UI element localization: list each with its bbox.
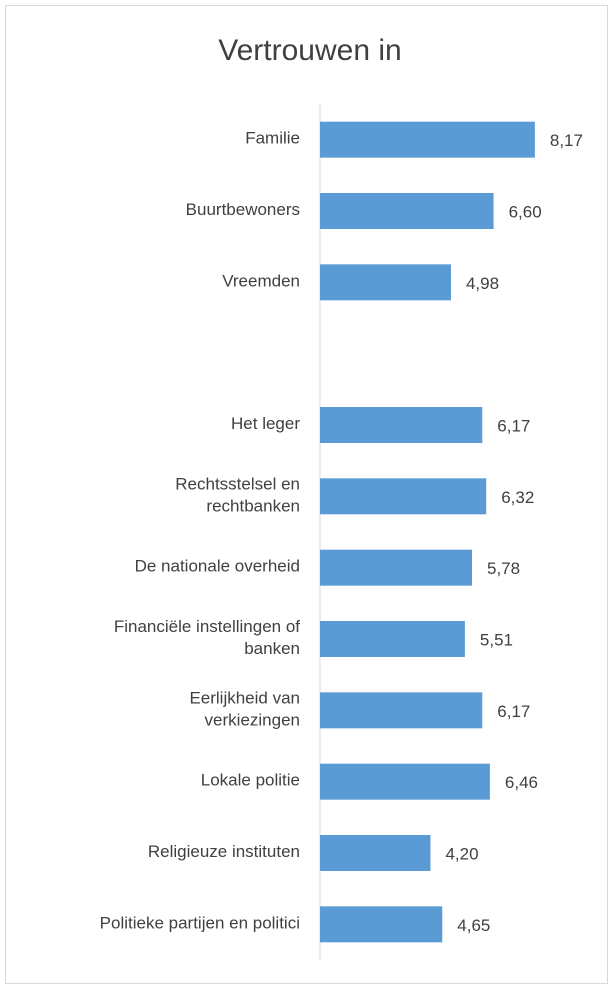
y-tick-label: De nationale overheid — [135, 557, 300, 576]
data-label: 6,17 — [497, 416, 530, 435]
y-tick-label: Buurtbewoners — [186, 200, 300, 219]
data-label: 4,65 — [457, 916, 490, 935]
bar — [320, 906, 443, 943]
data-label: 4,20 — [445, 844, 478, 863]
data-label: 5,51 — [480, 630, 513, 649]
y-tick-label: Vreemden — [222, 272, 300, 291]
y-tick-label: Familie — [245, 129, 300, 148]
data-label: 4,98 — [466, 274, 499, 293]
y-tick-label: Financiële instellingen of banken — [114, 617, 300, 658]
data-label: 6,17 — [497, 702, 530, 721]
data-label: 8,17 — [550, 131, 583, 150]
data-label: 6,46 — [505, 773, 538, 792]
y-tick-label: Eerlijkheid van verkiezingen — [189, 689, 300, 730]
bar — [320, 478, 487, 515]
y-tick-label: Rechtsstelsel en rechtbanken — [175, 475, 300, 516]
chart-title: Vertrouwen in — [218, 34, 401, 67]
data-label: 6,60 — [509, 202, 542, 221]
chart-frame — [5, 5, 608, 984]
bar — [320, 264, 451, 301]
y-tick-label: Het leger — [231, 414, 300, 433]
y-tick-label: Lokale politie — [201, 771, 300, 790]
bar — [320, 121, 535, 158]
bar — [320, 549, 473, 586]
bar — [320, 763, 490, 800]
y-tick-label: Religieuze instituten — [148, 842, 300, 861]
data-label: 6,32 — [501, 488, 534, 507]
bar — [320, 692, 483, 729]
bar — [320, 193, 494, 229]
bar — [320, 407, 483, 443]
bar — [320, 835, 431, 871]
data-label: 5,78 — [487, 559, 520, 578]
bar — [320, 621, 465, 657]
y-tick-label: Politieke partijen en politici — [100, 914, 300, 933]
